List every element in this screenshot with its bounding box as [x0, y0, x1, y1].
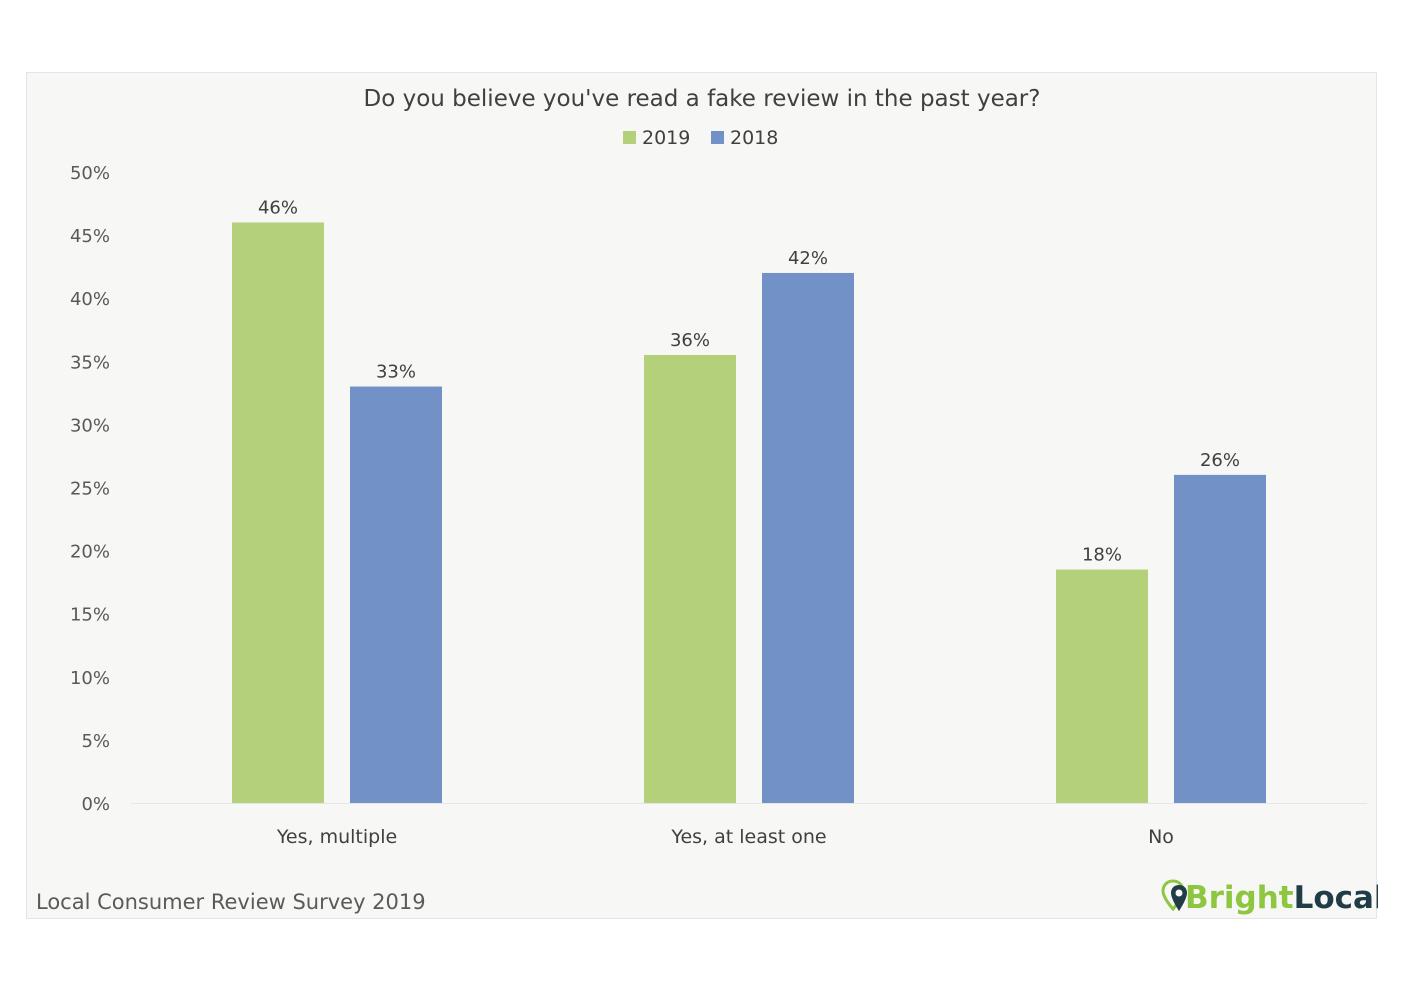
category-labels: Yes, multiple Yes, at least one No	[276, 826, 1174, 848]
y-tick-label: 50%	[70, 163, 110, 184]
y-tick-label: 35%	[70, 352, 110, 373]
y-tick-label: 0%	[81, 794, 110, 815]
source-caption: Local Consumer Review Survey 2019	[36, 890, 426, 914]
bar-2018-2	[1174, 474, 1266, 803]
y-tick-label: 20%	[70, 542, 110, 563]
bar-2019-1	[644, 354, 736, 803]
chart-title: Do you believe you've read a fake review…	[364, 86, 1041, 112]
data-label: 26%	[1200, 450, 1240, 471]
bar-chart: Do you believe you've read a fake review…	[36, 86, 1378, 916]
y-axis: 0% 5% 10% 15% 20% 25% 30% 35% 40% 45% 50%	[70, 163, 110, 815]
category-label: Yes, at least one	[670, 826, 826, 848]
logo-text: BrightLocal	[1185, 880, 1378, 916]
legend: 2019 2018	[623, 127, 778, 149]
data-label: 42%	[788, 248, 828, 269]
y-tick-label: 25%	[70, 479, 110, 500]
legend-label-2018: 2018	[730, 127, 778, 149]
legend-swatch-2019	[623, 131, 636, 144]
data-labels: 46% 33% 36% 42% 18% 26%	[258, 197, 1240, 565]
bar-2018-0	[350, 386, 442, 803]
bar-2019-0	[232, 222, 324, 804]
legend-label-2019: 2019	[642, 127, 690, 149]
brightlocal-logo: BrightLocal	[1161, 879, 1378, 916]
y-tick-label: 40%	[70, 289, 110, 310]
map-pin-icon	[1161, 879, 1187, 912]
category-label: Yes, multiple	[276, 826, 397, 848]
data-label: 36%	[670, 330, 710, 351]
y-tick-label: 45%	[70, 226, 110, 247]
legend-swatch-2018	[711, 131, 724, 144]
y-tick-label: 30%	[70, 415, 110, 436]
data-label: 46%	[258, 197, 298, 218]
y-tick-label: 10%	[70, 668, 110, 689]
bars	[232, 222, 1266, 804]
logo-bright: Bright	[1185, 880, 1294, 916]
bar-2018-1	[762, 272, 854, 803]
category-label: No	[1148, 826, 1174, 848]
logo-local: Local	[1294, 880, 1378, 916]
bar-2019-2	[1056, 569, 1148, 803]
data-label: 33%	[376, 362, 416, 383]
y-tick-label: 15%	[70, 605, 110, 626]
y-tick-label: 5%	[81, 731, 110, 752]
data-label: 18%	[1082, 545, 1122, 566]
chart-panel: Do you believe you've read a fake review…	[26, 72, 1378, 919]
